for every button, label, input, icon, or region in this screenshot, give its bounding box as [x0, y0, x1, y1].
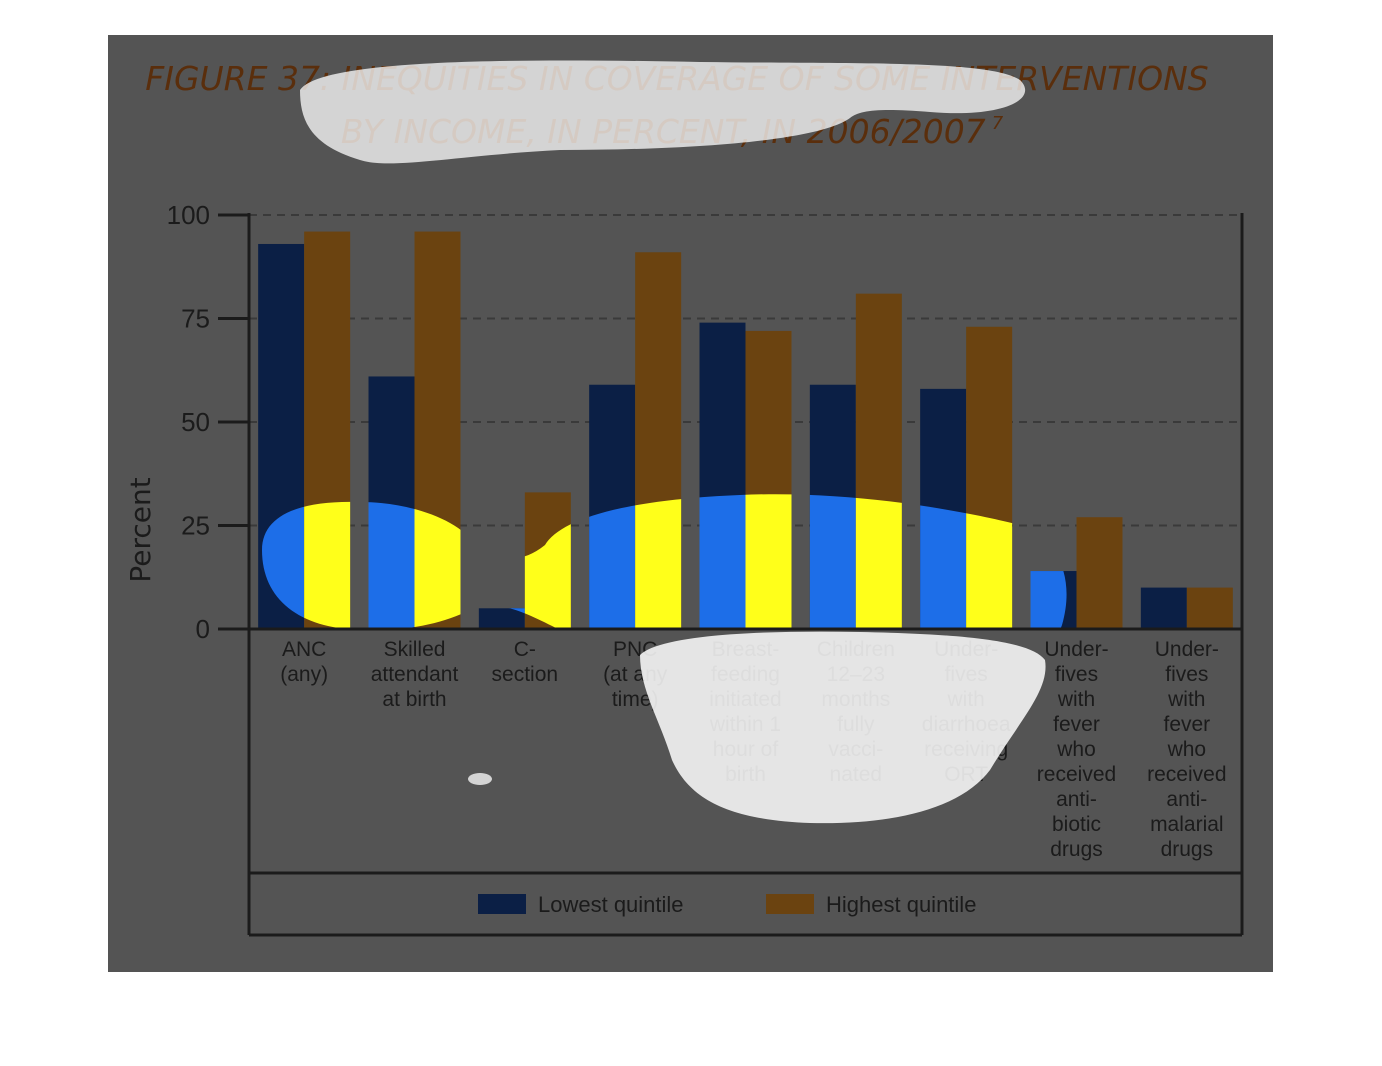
y-tick-label: 50 [181, 407, 210, 437]
title-superscript: 7 [992, 113, 1004, 134]
y-tick-label: 0 [196, 614, 210, 644]
category-label-line: biotic [1052, 813, 1101, 836]
bar-highlight-highest-5 [855, 494, 902, 629]
category-label-0: ANC (any) [280, 638, 328, 686]
category-label-line: attendant [371, 663, 459, 686]
category-label-line: fever [1053, 713, 1100, 736]
category-label-line: fives [1055, 663, 1098, 686]
category-label-line: section [492, 663, 559, 686]
category-label-line: anti- [1056, 788, 1097, 811]
bar-highlight-lowest-5 [809, 494, 856, 629]
category-label-line: anti- [1166, 788, 1207, 811]
bar-lowest-8 [1140, 587, 1187, 629]
category-label-line: Skilled [384, 638, 446, 661]
category-label-2: C-section [492, 638, 559, 686]
category-label-line: fever [1163, 713, 1210, 736]
category-label-line: who [1167, 738, 1207, 761]
legend-swatch-highest [766, 894, 814, 914]
y-axis-label: Percent [124, 477, 157, 582]
category-label-line: received [1147, 763, 1226, 786]
category-label-line: Under- [1155, 638, 1219, 661]
category-label-line: with [1167, 688, 1205, 711]
small-smudge [468, 773, 492, 785]
category-label-line: drugs [1050, 838, 1103, 861]
y-tick-label: 100 [167, 200, 210, 230]
label-highlight-smudge [640, 631, 1046, 824]
category-label-line: drugs [1161, 838, 1214, 861]
category-label-line: who [1056, 738, 1096, 761]
category-label-line: fives [1165, 663, 1208, 686]
y-axis-ticks: 0 25 50 75 100 [167, 200, 249, 644]
category-label-line: at birth [382, 688, 446, 711]
category-label-1: Skilled attendant at birth [371, 638, 459, 711]
bar-highlight-lowest-1 [368, 494, 415, 629]
bar-lowest-2 [478, 608, 525, 629]
category-label-line: time) [612, 688, 659, 711]
bar-highlight-lowest-7 [1030, 571, 1067, 629]
legend-label-highest: Highest quintile [826, 892, 976, 917]
bar-highlight-highest-0 [304, 494, 351, 629]
category-label-line: received [1037, 763, 1116, 786]
y-tick-label: 75 [181, 304, 210, 334]
y-tick-label: 25 [181, 511, 210, 541]
bar-highest-7 [1076, 517, 1123, 629]
category-label-line: C- [514, 638, 536, 661]
category-label-line: Under- [1044, 638, 1108, 661]
category-label-8: Under-fives with fever who received anti-mala… [1147, 638, 1226, 861]
bar-highest-8 [1186, 587, 1233, 629]
legend-swatch-lowest [478, 894, 526, 914]
legend-label-lowest: Lowest quintile [538, 892, 684, 917]
category-label-line: malarial [1150, 813, 1224, 836]
title-highlight-smudge [300, 60, 1026, 164]
category-label-line: with [1057, 688, 1095, 711]
category-label-line: (any) [280, 663, 328, 686]
category-label-line: ANC [282, 638, 326, 661]
category-label-7: Under-fives with fever who received anti-biot… [1037, 638, 1116, 861]
bar-highlight-highest-3 [635, 494, 682, 629]
bar-highlight-lowest-4 [699, 494, 746, 629]
bar-highlight-lowest-3 [589, 494, 636, 629]
bar-highlight-highest-4 [745, 494, 792, 629]
bar-highlight-lowest-6 [920, 494, 967, 629]
legend: Lowest quintile Highest quintile [478, 892, 976, 917]
